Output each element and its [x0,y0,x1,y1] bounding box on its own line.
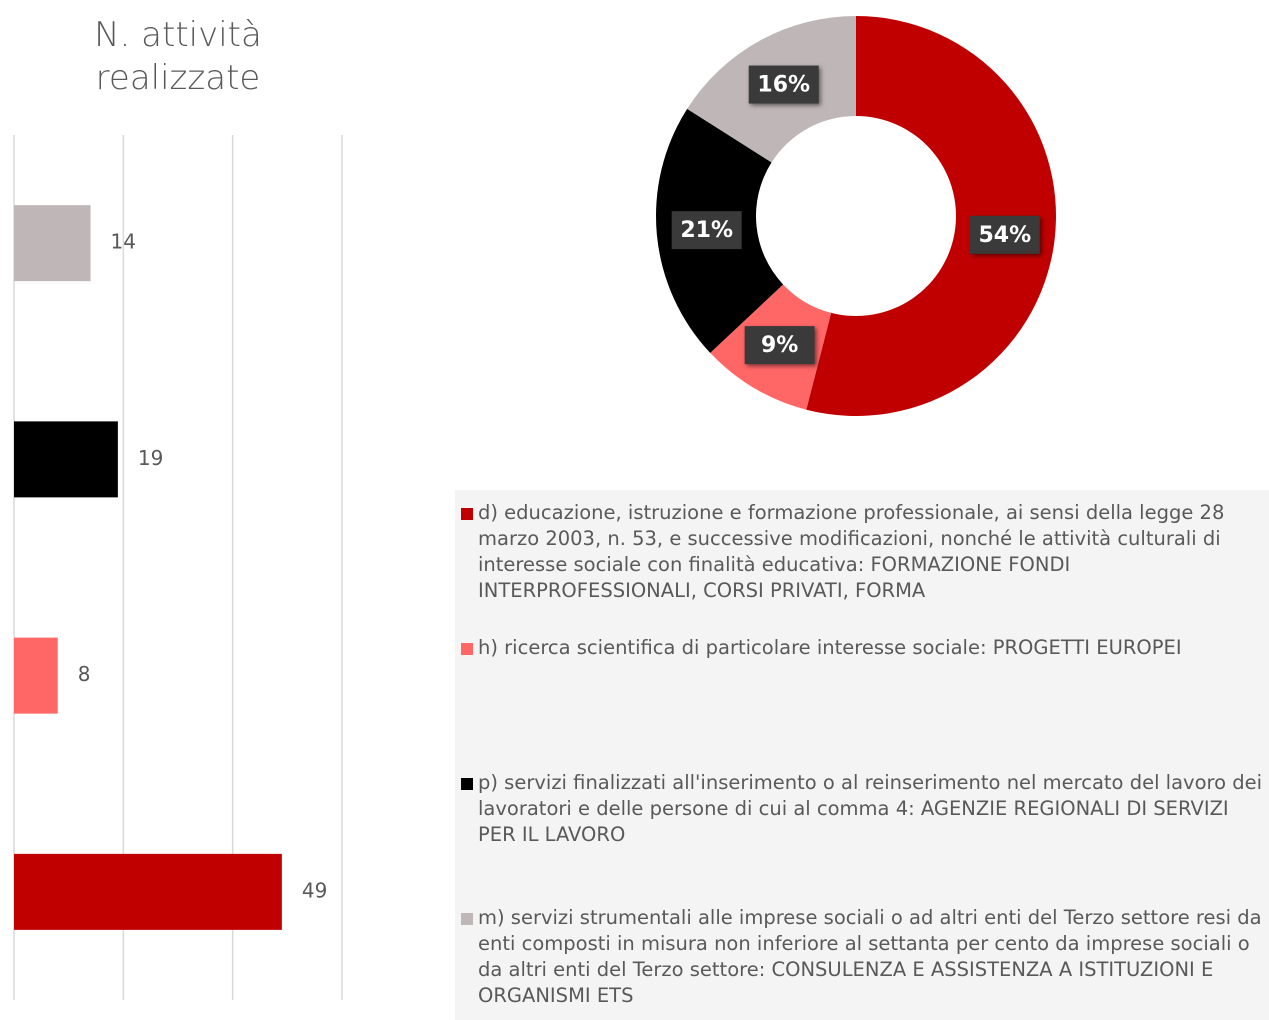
data-label: 49 [302,878,327,902]
bar [14,637,58,714]
donut-slice [806,16,1056,416]
data-label-box [748,65,819,104]
data-label: 16% [757,73,810,98]
bar [14,205,91,282]
data-label-box [969,215,1040,254]
data-label: 54% [978,223,1031,248]
legend-item: p) servizi finalizzati all'inserimento o… [461,770,1268,848]
legend-swatch [461,913,473,925]
legend-swatch [461,778,473,790]
legend-swatch [461,508,473,520]
data-label: 14 [111,230,136,254]
bar [14,421,118,498]
bar [14,853,282,930]
legend-text: h) ricerca scientifica di particolare in… [478,636,1182,659]
bar-title: N. attività realizzate [94,15,262,98]
legend: d) educazione, istruzione e formazione p… [455,490,1269,1020]
legend-item: d) educazione, istruzione e formazione p… [461,500,1268,604]
data-label: 9% [761,333,798,358]
legend-item: h) ricerca scientifica di particolare in… [461,635,1268,661]
data-label: 21% [680,218,733,243]
legend-swatch [461,643,473,655]
data-label-box [671,211,742,250]
legend-item: m) servizi strumentali alle imprese soci… [461,905,1268,1009]
legend-text: m) servizi strumentali alle imprese soci… [478,906,1262,1007]
legend-text: d) educazione, istruzione e formazione p… [478,501,1225,602]
data-label: 19 [138,446,163,470]
data-label-box [744,326,815,365]
data-label: 8 [78,662,91,686]
legend-text: p) servizi finalizzati all'inserimento o… [478,771,1263,846]
